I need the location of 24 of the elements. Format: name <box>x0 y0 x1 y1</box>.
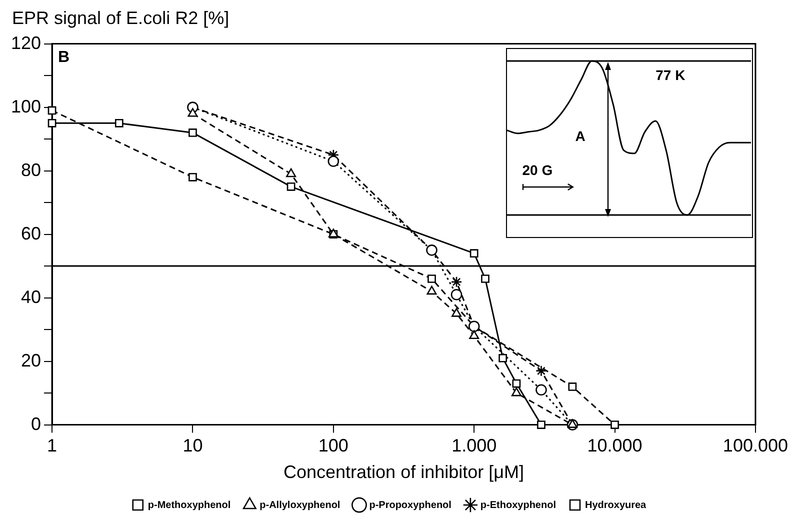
legend-label: Hydroxyurea <box>584 500 647 511</box>
legend-label: p-Ethoxyphenol <box>480 500 556 511</box>
x-tick-label: 10 <box>182 436 203 456</box>
y-tick-label: 100 <box>10 96 42 116</box>
y-tick-label: 0 <box>31 414 42 434</box>
legend-label: p-Methoxyphenol <box>148 500 231 511</box>
annotation: A <box>575 128 586 144</box>
y-tick-label: 120 <box>10 32 42 53</box>
x-tick-label: 1.000 <box>452 436 497 456</box>
y-tick-label: 60 <box>21 223 42 244</box>
x-tick-label: 10.000 <box>587 436 642 456</box>
y-tick-label: 20 <box>21 350 42 370</box>
x-tick-label: 1 <box>47 436 58 456</box>
annotation: 77 K <box>656 66 686 83</box>
y-tick-label: 40 <box>21 286 42 307</box>
legend-label: p-Propoxyphenol <box>369 500 452 511</box>
annotation: B <box>58 48 70 66</box>
legend-label: p-Allyloxyphenol <box>260 500 340 511</box>
x-axis-title: Concentration of inhibitor [μM] <box>284 462 524 482</box>
y-tick-label: 80 <box>21 160 42 180</box>
x-tick-label: 100 <box>318 436 348 456</box>
annotation: 20 G <box>522 162 553 178</box>
y-axis-title: EPR signal of E.coli R2 [%] <box>11 8 230 30</box>
x-tick-label: 100.000 <box>722 436 788 456</box>
